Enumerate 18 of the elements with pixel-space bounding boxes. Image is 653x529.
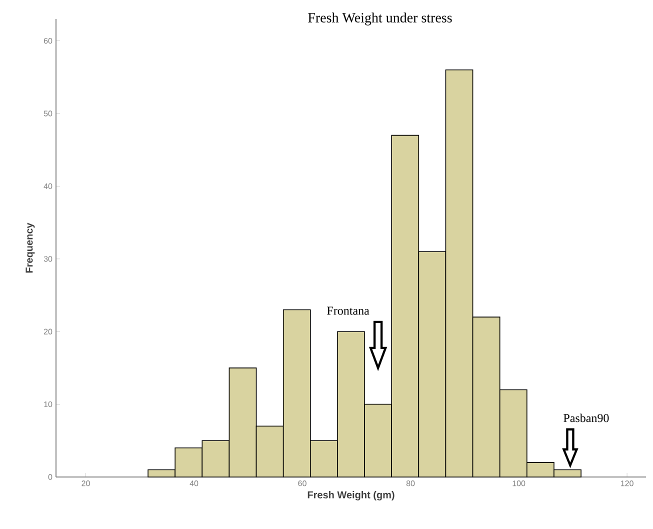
annotation: Frontana: [327, 306, 370, 315]
y-tick-label: 40: [44, 183, 52, 190]
x-tick-label: 120: [620, 480, 634, 486]
y-tick-label: 0: [48, 474, 52, 480]
x-axis-title: Fresh Weight (gm): [308, 491, 394, 500]
x-tick-label: 20: [82, 480, 90, 486]
y-tick-label: 20: [44, 328, 52, 334]
y-axis-title: Frequency: [26, 222, 35, 273]
y-tick-label: 10: [44, 401, 52, 408]
x-tick-label: 80: [406, 480, 415, 486]
y-tick-label: 60: [44, 38, 52, 44]
annotation: Pasban90: [564, 414, 609, 422]
chart-title: Fresh Weight under stress: [308, 12, 452, 26]
x-tick-label: 60: [298, 480, 306, 486]
x-tick-label: 40: [190, 480, 198, 486]
x-tick-label: 100: [512, 480, 526, 486]
y-tick-label: 30: [44, 256, 52, 262]
y-tick-label: 50: [44, 110, 52, 116]
